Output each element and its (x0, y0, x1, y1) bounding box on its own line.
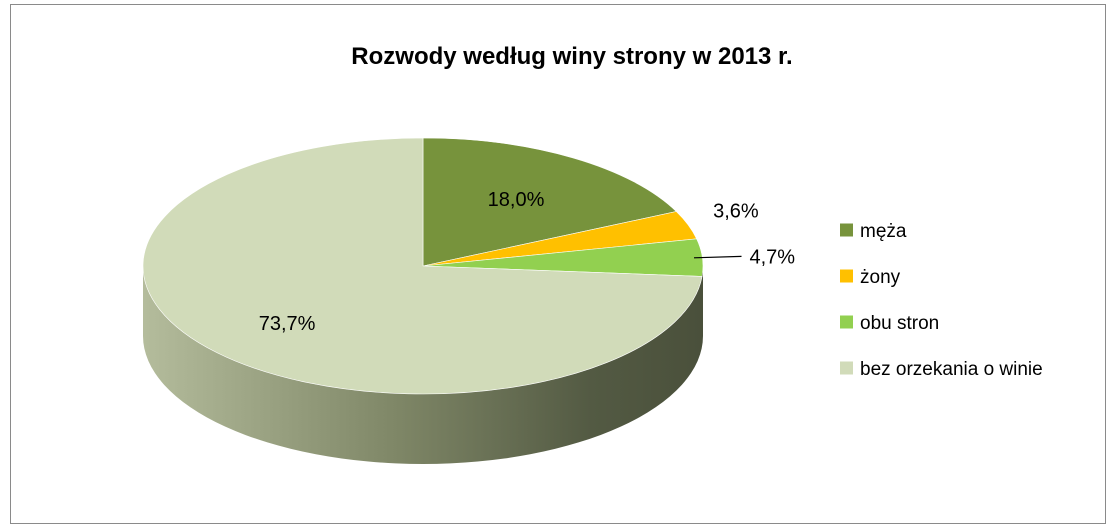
data-label-zony: 3,6% (713, 201, 759, 223)
data-label-obu-stron: 4,7% (750, 246, 796, 268)
pie-slice-bez-orzekania-o-winie (142, 137, 703, 395)
legend-label-bez-orzekania-o-winie: bez orzekania o winie (860, 359, 1043, 380)
data-labels: 18,0% 3,6% 4,7% 73,7% (259, 189, 796, 335)
data-label-bez-orzekania-o-winie: 73,7% (259, 313, 316, 335)
data-label-meza: 18,0% (488, 189, 545, 211)
legend-swatch-obu-stron (840, 315, 853, 329)
chart-title: Rozwody według winy strony w 2013 r. (351, 43, 792, 70)
legend-label-zony: żony (860, 267, 901, 288)
pie-side-wall (143, 266, 703, 464)
label-leader-line (693, 255, 742, 259)
pie-slice-meza (422, 137, 677, 267)
legend-swatch-meza (840, 223, 853, 237)
legend-swatch-bez-orzekania-o-winie (840, 361, 853, 375)
pie-group (142, 137, 704, 464)
legend: męża żony obu stron bez orzekania o winie (840, 221, 1043, 380)
legend-swatch-zony (840, 269, 853, 283)
legend-label-meza: męża (860, 221, 907, 242)
legend-label-obu-stron: obu stron (860, 313, 939, 334)
